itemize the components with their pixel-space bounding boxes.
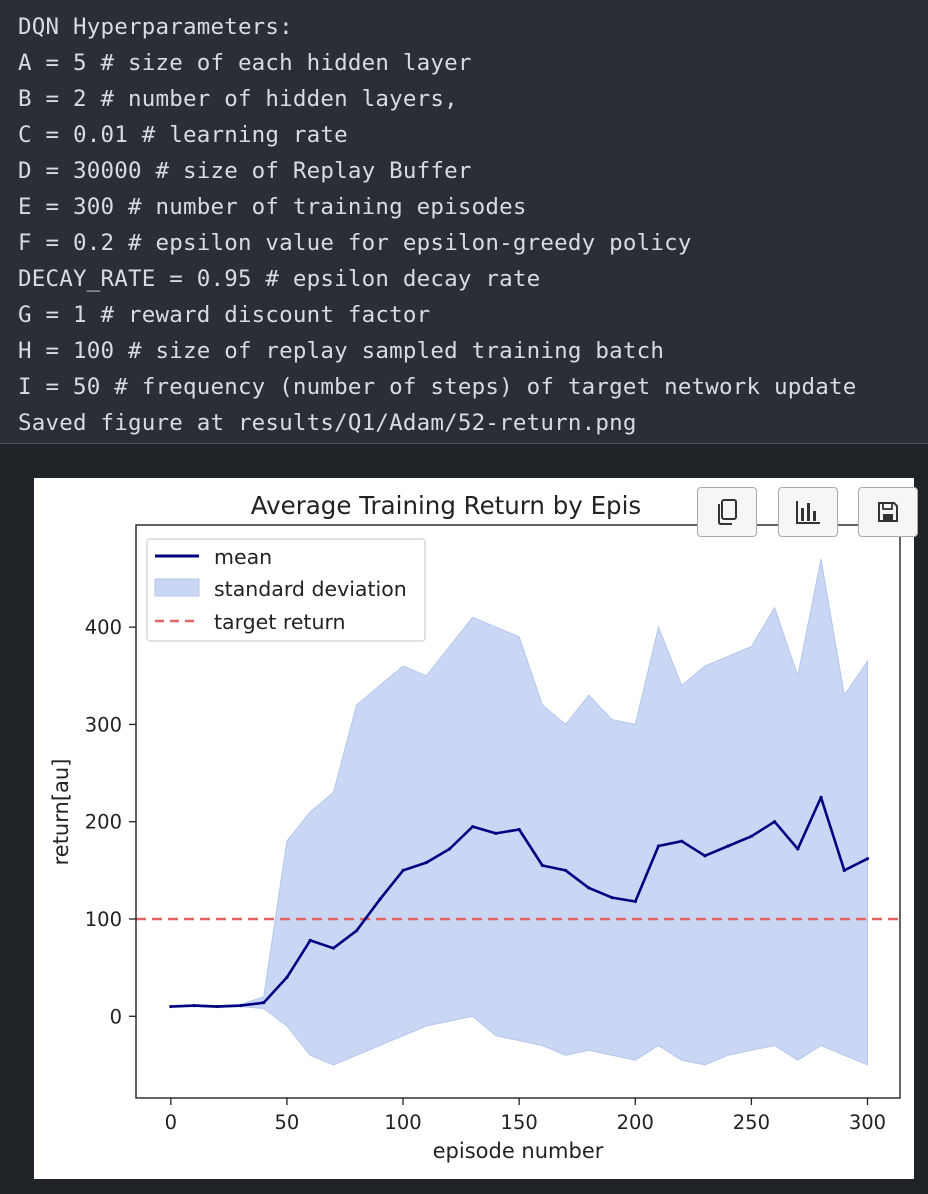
- x-tick-label: 100: [384, 1111, 421, 1134]
- legend-mean-label: mean: [214, 545, 272, 569]
- output-line: D = 30000 # size of Replay Buffer: [18, 158, 472, 184]
- mean-point: [401, 868, 405, 872]
- mean-point: [447, 847, 452, 851]
- chart-title: Average Training Return by Epis: [251, 491, 641, 520]
- x-axis-label: episode number: [433, 1139, 604, 1163]
- legend-std-swatch: [154, 578, 200, 597]
- output-line: A = 5 # size of each hidden layer: [18, 50, 472, 76]
- cell-output-text: DQN Hyperparameters: A = 5 # size of eac…: [0, 0, 928, 444]
- figure-image: Average Training Return by Epis 0 50 100 15…: [34, 478, 914, 1179]
- mean-point: [192, 1003, 196, 1008]
- y-tick-label: 200: [85, 811, 122, 834]
- mean-point: [308, 938, 312, 943]
- mean-point: [331, 946, 335, 950]
- mean-point: [215, 1004, 219, 1009]
- y-tick-label: 100: [85, 908, 122, 931]
- mean-point: [169, 1004, 173, 1009]
- mean-point: [424, 860, 428, 865]
- output-line: DQN Hyperparameters:: [18, 14, 293, 40]
- bar-chart-icon: [796, 501, 820, 524]
- mean-point: [540, 863, 544, 868]
- save-button[interactable]: [858, 487, 918, 537]
- output-line: C = 0.01 # learning rate: [18, 122, 348, 148]
- mean-point: [703, 854, 707, 858]
- mean-point: [517, 827, 521, 832]
- output-line: H = 100 # size of replay sampled trainin…: [18, 338, 665, 364]
- mean-point: [494, 831, 498, 835]
- mean-point: [680, 839, 684, 843]
- mean-point: [285, 975, 289, 979]
- x-tick-label: 0: [165, 1111, 177, 1134]
- legend: mean standard deviation target return: [146, 538, 426, 642]
- output-line: B = 2 # number of hidden layers,: [18, 86, 458, 112]
- output-line: Saved figure at results/Q1/Adam/52-retur…: [18, 410, 637, 436]
- mean-point: [773, 820, 777, 824]
- mean-point: [610, 895, 614, 900]
- mean-point: [749, 834, 753, 838]
- mean-point: [587, 886, 591, 890]
- save-icon: [878, 502, 898, 522]
- output-line: G = 1 # reward discount factor: [18, 302, 431, 328]
- output-line: F = 0.2 # epsilon value for epsilon-gree…: [18, 230, 692, 256]
- mean-point: [564, 868, 568, 872]
- y-tick-label: 300: [85, 713, 122, 736]
- legend-target-label: target return: [214, 610, 346, 634]
- output-line: E = 300 # number of training episodes: [18, 194, 527, 220]
- x-tick-label: 250: [733, 1111, 770, 1134]
- mean-point: [633, 899, 637, 904]
- x-axis: 0 50 100 150 200 250 300: [165, 1098, 886, 1134]
- output-line: I = 50 # frequency (number of steps) of …: [18, 374, 857, 400]
- return-chart: Average Training Return by Epis 0 50 100 15…: [34, 478, 914, 1179]
- x-tick-label: 150: [501, 1111, 538, 1134]
- mean-point: [471, 824, 475, 829]
- y-axis: 0 100 200 300 400: [85, 616, 136, 1028]
- mean-point: [355, 929, 359, 933]
- mean-point: [262, 1001, 266, 1005]
- y-tick-label: 0: [110, 1005, 122, 1028]
- legend-frame: [146, 538, 426, 642]
- mean-point: [238, 1003, 243, 1008]
- mean-point: [865, 857, 870, 861]
- mean-point: [819, 795, 823, 799]
- legend-std-label: standard deviation: [214, 577, 407, 601]
- mean-point: [656, 844, 661, 848]
- mean-point: [796, 847, 800, 851]
- copy-button[interactable]: [697, 487, 757, 537]
- y-axis-label: return[au]: [49, 759, 73, 866]
- output-line: DECAY_RATE = 0.95 # epsilon decay rate: [18, 266, 541, 292]
- chart-view-button[interactable]: [778, 487, 838, 537]
- x-tick-label: 200: [617, 1111, 654, 1134]
- x-tick-label: 50: [275, 1111, 300, 1134]
- copy-icon: [718, 499, 737, 525]
- mean-point: [378, 897, 382, 902]
- mean-point: [842, 868, 846, 872]
- y-tick-label: 400: [85, 616, 122, 639]
- mean-point: [726, 844, 730, 848]
- x-tick-label: 300: [849, 1111, 886, 1134]
- axes-frame: [135, 524, 901, 1099]
